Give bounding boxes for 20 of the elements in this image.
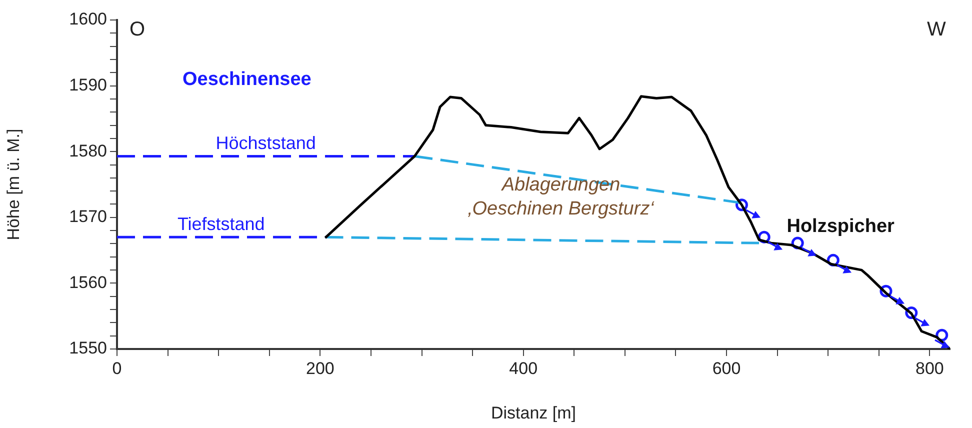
y-tick-label: 1570 (69, 207, 107, 226)
x-tick-label: 200 (306, 358, 334, 378)
annotation: Ablagerungen ‚Oeschinen Bergsturz‘ (467, 174, 655, 220)
annotation: O (129, 18, 146, 40)
y-tick-label: 1580 (69, 141, 107, 160)
x-tick-label: 600 (712, 358, 741, 378)
annotation: Oeschinensee (182, 69, 312, 90)
x-tick-label: 800 (915, 358, 944, 378)
x-axis-title: Distanz [m] (490, 403, 576, 422)
y-tick-label: 1600 (69, 10, 107, 29)
x-tick-label: 0 (112, 358, 122, 378)
x-tick-label: 400 (509, 358, 538, 378)
annotation: W (926, 18, 946, 40)
y-tick-label: 1560 (69, 272, 107, 292)
y-tick-label: 1590 (69, 75, 107, 94)
y-axis-title: Höhe [m ü. M.] (4, 128, 23, 240)
series-label: Tiefststand (177, 214, 265, 234)
y-tick-label: 1550 (69, 338, 107, 358)
annotation: Holzspicher (786, 216, 896, 238)
series-label: Höchststand (216, 133, 316, 154)
